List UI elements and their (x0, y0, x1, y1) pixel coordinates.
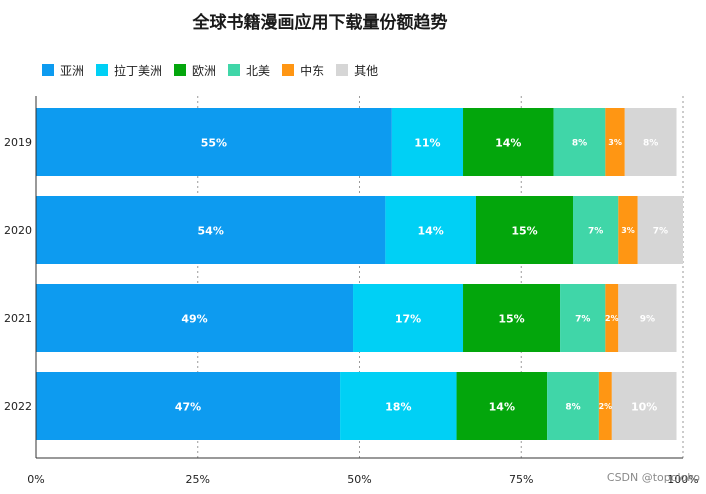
x-tick-label: 0% (27, 473, 44, 486)
bar-segment (456, 372, 548, 440)
bar-segment (391, 108, 464, 176)
bar-segment (353, 284, 464, 352)
legend-swatch (42, 64, 54, 76)
x-tick-label: 100% (667, 473, 698, 486)
data-label: 3% (608, 138, 622, 147)
bar-segment (547, 372, 599, 440)
data-label: 14% (489, 401, 515, 414)
legend-label: 其他 (354, 63, 379, 78)
legend-label: 中东 (300, 63, 325, 78)
bar-segment (560, 284, 606, 352)
watermark-text: CSDN @topoloko (606, 471, 700, 484)
data-label: 9% (640, 315, 655, 325)
data-label: 11% (414, 137, 440, 150)
data-label: 2% (605, 314, 619, 323)
data-label: 14% (417, 225, 443, 238)
legend-item: 北美 (228, 62, 270, 79)
legend-label: 北美 (246, 63, 271, 78)
bar-segment (605, 108, 625, 176)
data-label: 15% (511, 225, 537, 238)
x-tick-label: 25% (186, 473, 210, 486)
bar-segment (475, 196, 574, 264)
legend-swatch (174, 64, 187, 76)
category-label: 2019 (4, 136, 32, 149)
bar-segment (553, 108, 606, 176)
bar-segment (637, 196, 683, 264)
data-label: 2% (599, 402, 613, 411)
x-tick-label: 75% (509, 473, 533, 486)
bar-segment (340, 372, 457, 440)
legend-item: 拉丁美洲 (96, 62, 162, 79)
data-label: 3% (621, 226, 635, 235)
bar-segment (573, 196, 619, 264)
bar-segment (624, 108, 677, 176)
data-label: 10% (631, 401, 657, 414)
bar-segment (598, 372, 612, 440)
legend-item: 其他 (336, 62, 378, 79)
bar-segment (618, 196, 638, 264)
legend-label: 拉丁美洲 (114, 63, 163, 78)
legend-label: 亚洲 (60, 63, 85, 78)
legend-label: 欧洲 (192, 63, 217, 78)
bar-segment (385, 196, 476, 264)
data-label: 7% (653, 227, 668, 237)
bar-segment (463, 284, 561, 352)
legend-item: 欧洲 (174, 62, 216, 79)
bar-segment (36, 284, 354, 352)
category-label: 2020 (4, 224, 32, 237)
data-label: 8% (565, 403, 580, 413)
legend-swatch (282, 64, 295, 76)
bar-segment (618, 284, 677, 352)
data-label: 18% (385, 401, 411, 414)
legend-swatch (228, 64, 241, 76)
data-label: 7% (588, 227, 603, 237)
legend-item: 亚洲 (42, 62, 84, 79)
data-label: 8% (643, 139, 658, 149)
data-label: 14% (495, 137, 521, 150)
bar-segment (36, 108, 392, 176)
bar-segment (36, 196, 386, 264)
data-label: 55% (201, 137, 227, 150)
legend: 亚洲 拉丁美洲 欧洲 北美 中东 其他 (42, 61, 390, 79)
data-label: 49% (181, 313, 207, 326)
bar-segment (36, 372, 341, 440)
legend-item: 中东 (282, 62, 324, 79)
legend-swatch (336, 64, 349, 76)
x-tick-label: 50% (347, 473, 371, 486)
bar-segment (605, 284, 619, 352)
bar-segment (611, 372, 677, 440)
chart-title: 全球书籍漫画应用下载量份额趋势 (192, 13, 448, 33)
data-label: 17% (395, 313, 421, 326)
data-label: 54% (198, 225, 224, 238)
category-label: 2021 (4, 312, 32, 325)
legend-swatch (96, 64, 109, 76)
data-label: 8% (572, 139, 587, 149)
data-label: 7% (575, 315, 590, 325)
data-label: 15% (498, 313, 524, 326)
data-label: 47% (175, 401, 201, 414)
category-label: 2022 (4, 400, 32, 413)
bar-segment (463, 108, 554, 176)
